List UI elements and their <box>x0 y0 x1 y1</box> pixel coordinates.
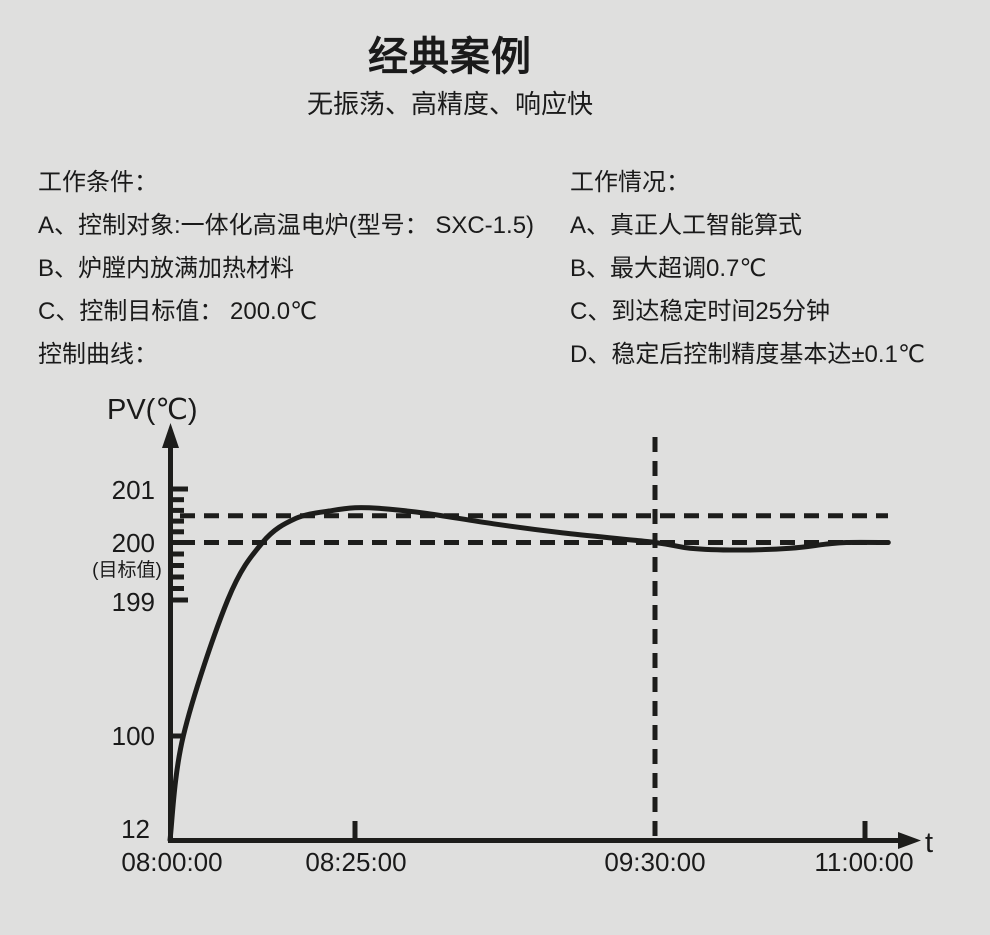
working-conditions-block: 工作条件： A、控制对象:一体化高温电炉(型号： SXC-1.5) B、炉膛内放… <box>38 161 534 376</box>
condition-item-a: A、控制对象:一体化高温电炉(型号： SXC-1.5) <box>38 212 535 239</box>
y-ruler-tick <box>173 529 184 535</box>
y-ruler-tick <box>168 597 188 603</box>
y-axis-title: PV(℃) <box>107 394 198 426</box>
y-tick-199: 199 <box>112 587 155 617</box>
y-ruler-tick <box>173 563 184 568</box>
x-tick-0930: 09:30:00 <box>604 847 705 877</box>
performance-heading: 工作情况： <box>570 169 690 196</box>
control-curve-label: 控制曲线： <box>38 341 158 368</box>
y-axis-arrow <box>162 423 179 448</box>
x-axis-arrow <box>898 832 921 849</box>
x-tick-0825: 08:25:00 <box>305 847 406 877</box>
working-performance-block: 工作情况： A、真正人工智能算式 B、最大超调0.7℃ C、到达稳定时间25分钟… <box>570 161 925 376</box>
y-tick-100: 100 <box>112 721 155 751</box>
page-title: 经典案例 <box>368 35 532 79</box>
y-ruler-tick <box>168 486 188 492</box>
y-ruler-tick <box>173 518 184 524</box>
page-subtitle: 无振荡、高精度、响应快 <box>306 89 593 119</box>
y-ruler-tick <box>173 574 184 580</box>
pv-curve-group <box>167 505 891 843</box>
conditions-heading: 工作条件： <box>38 169 158 196</box>
performance-item-b: B、最大超调0.7℃ <box>570 255 767 282</box>
y-ruler-tick <box>168 540 188 545</box>
y-tick-201: 201 <box>112 475 155 505</box>
y-ruler-tick <box>173 551 184 557</box>
y-tick-mark-100 <box>168 733 183 739</box>
pv-curve <box>167 505 891 843</box>
x-axis-title: t <box>925 827 933 859</box>
condition-item-b: B、炉膛内放满加热材料 <box>38 255 295 282</box>
target-value-label: (目标值) <box>92 559 162 581</box>
condition-item-c: C、控制目标值： 200.0℃ <box>38 298 318 325</box>
performance-item-a: A、真正人工智能算式 <box>570 212 803 239</box>
y-tick-200: 200 <box>112 528 155 558</box>
dashed-guide-lines <box>180 437 888 838</box>
y-tick-12: 12 <box>121 814 150 844</box>
x-tick-mark <box>862 821 868 840</box>
y-ruler-tick <box>173 586 184 591</box>
x-tick-0800: 08:00:00 <box>121 847 222 877</box>
y-ruler-tick <box>173 497 184 503</box>
axis-ticks <box>168 486 868 840</box>
x-tick-mark <box>352 821 358 840</box>
y-ruler-tick <box>173 507 184 513</box>
performance-item-c: C、到达稳定时间25分钟 <box>570 298 831 325</box>
performance-item-d: D、稳定后控制精度基本达±0.1℃ <box>570 341 925 368</box>
x-tick-1100: 11:00:00 <box>814 847 913 877</box>
